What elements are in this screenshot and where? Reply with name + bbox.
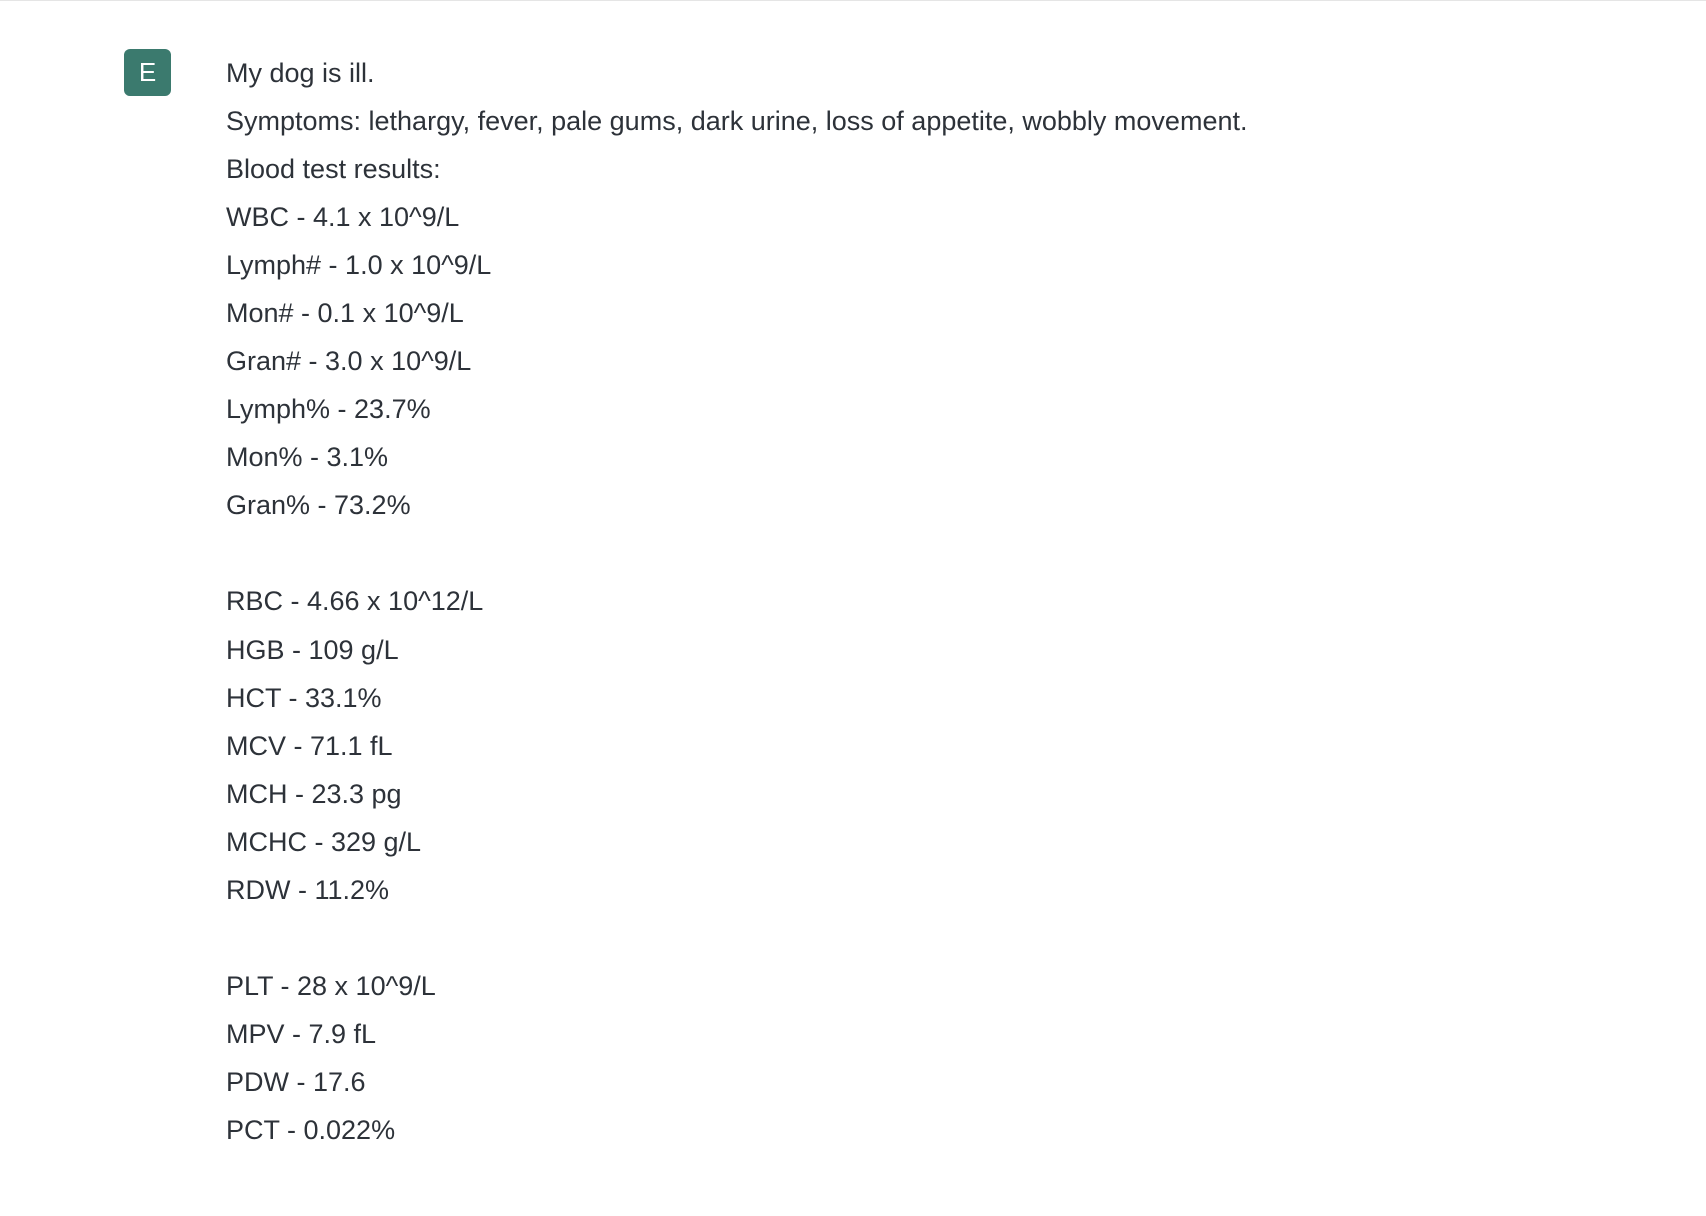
result-gran-pct: Gran% - 73.2%: [226, 481, 1646, 529]
result-mch: MCH - 23.3 pg: [226, 770, 1646, 818]
result-wbc: WBC - 4.1 x 10^9/L: [226, 193, 1646, 241]
result-lymph-pct: Lymph% - 23.7%: [226, 385, 1646, 433]
section-spacer-1: [226, 529, 1646, 577]
result-mon-num: Mon# - 0.1 x 10^9/L: [226, 289, 1646, 337]
result-mpv: MPV - 7.9 fL: [226, 1010, 1646, 1058]
result-gran-num: Gran# - 3.0 x 10^9/L: [226, 337, 1646, 385]
result-rbc: RBC - 4.66 x 10^12/L: [226, 577, 1646, 625]
result-mon-pct: Mon% - 3.1%: [226, 433, 1646, 481]
user-avatar: E: [124, 49, 171, 96]
message-body: My dog is ill. Symptoms: lethargy, fever…: [226, 49, 1646, 1154]
result-hgb: HGB - 109 g/L: [226, 626, 1646, 674]
section-spacer-2: [226, 914, 1646, 962]
result-lymph-num: Lymph# - 1.0 x 10^9/L: [226, 241, 1646, 289]
result-pdw: PDW - 17.6: [226, 1058, 1646, 1106]
avatar-letter: E: [139, 57, 156, 88]
result-plt: PLT - 28 x 10^9/L: [226, 962, 1646, 1010]
user-message: E My dog is ill. Symptoms: lethargy, fev…: [0, 49, 1706, 1154]
message-intro: My dog is ill.: [226, 49, 1646, 97]
message-symptoms: Symptoms: lethargy, fever, pale gums, da…: [226, 97, 1646, 145]
result-pct: PCT - 0.022%: [226, 1106, 1646, 1154]
result-mchc: MCHC - 329 g/L: [226, 818, 1646, 866]
result-mcv: MCV - 71.1 fL: [226, 722, 1646, 770]
result-rdw: RDW - 11.2%: [226, 866, 1646, 914]
top-divider: [0, 0, 1706, 1]
result-hct: HCT - 33.1%: [226, 674, 1646, 722]
blood-test-header: Blood test results:: [226, 145, 1646, 193]
